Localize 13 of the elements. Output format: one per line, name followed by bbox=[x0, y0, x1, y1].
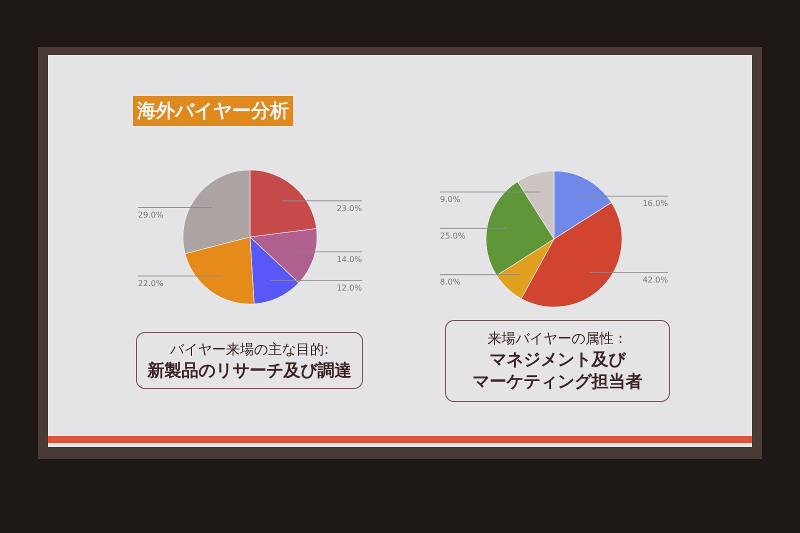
data-label: 12.0% bbox=[336, 284, 362, 293]
data-label: 42.0% bbox=[642, 276, 668, 285]
text-card: 来場バイヤーの属性： マネジメント及び マーケティング担当者 bbox=[445, 320, 670, 402]
data-label: 8.0% bbox=[440, 278, 461, 287]
data-label: 22.0% bbox=[138, 279, 164, 288]
data-label: 9.0% bbox=[440, 194, 461, 204]
chart-title: 海外バイヤー分析 bbox=[133, 96, 293, 126]
data-label: 25.0% bbox=[440, 231, 466, 240]
data-label: 23.0% bbox=[336, 204, 362, 213]
text-card: バイヤー来場の主な目的: 新製品のリサーチ及び調達 bbox=[136, 332, 363, 389]
data-label: 16.0% bbox=[642, 199, 668, 208]
data-label: 29.0% bbox=[138, 210, 164, 220]
data-label: 14.0% bbox=[336, 254, 362, 264]
